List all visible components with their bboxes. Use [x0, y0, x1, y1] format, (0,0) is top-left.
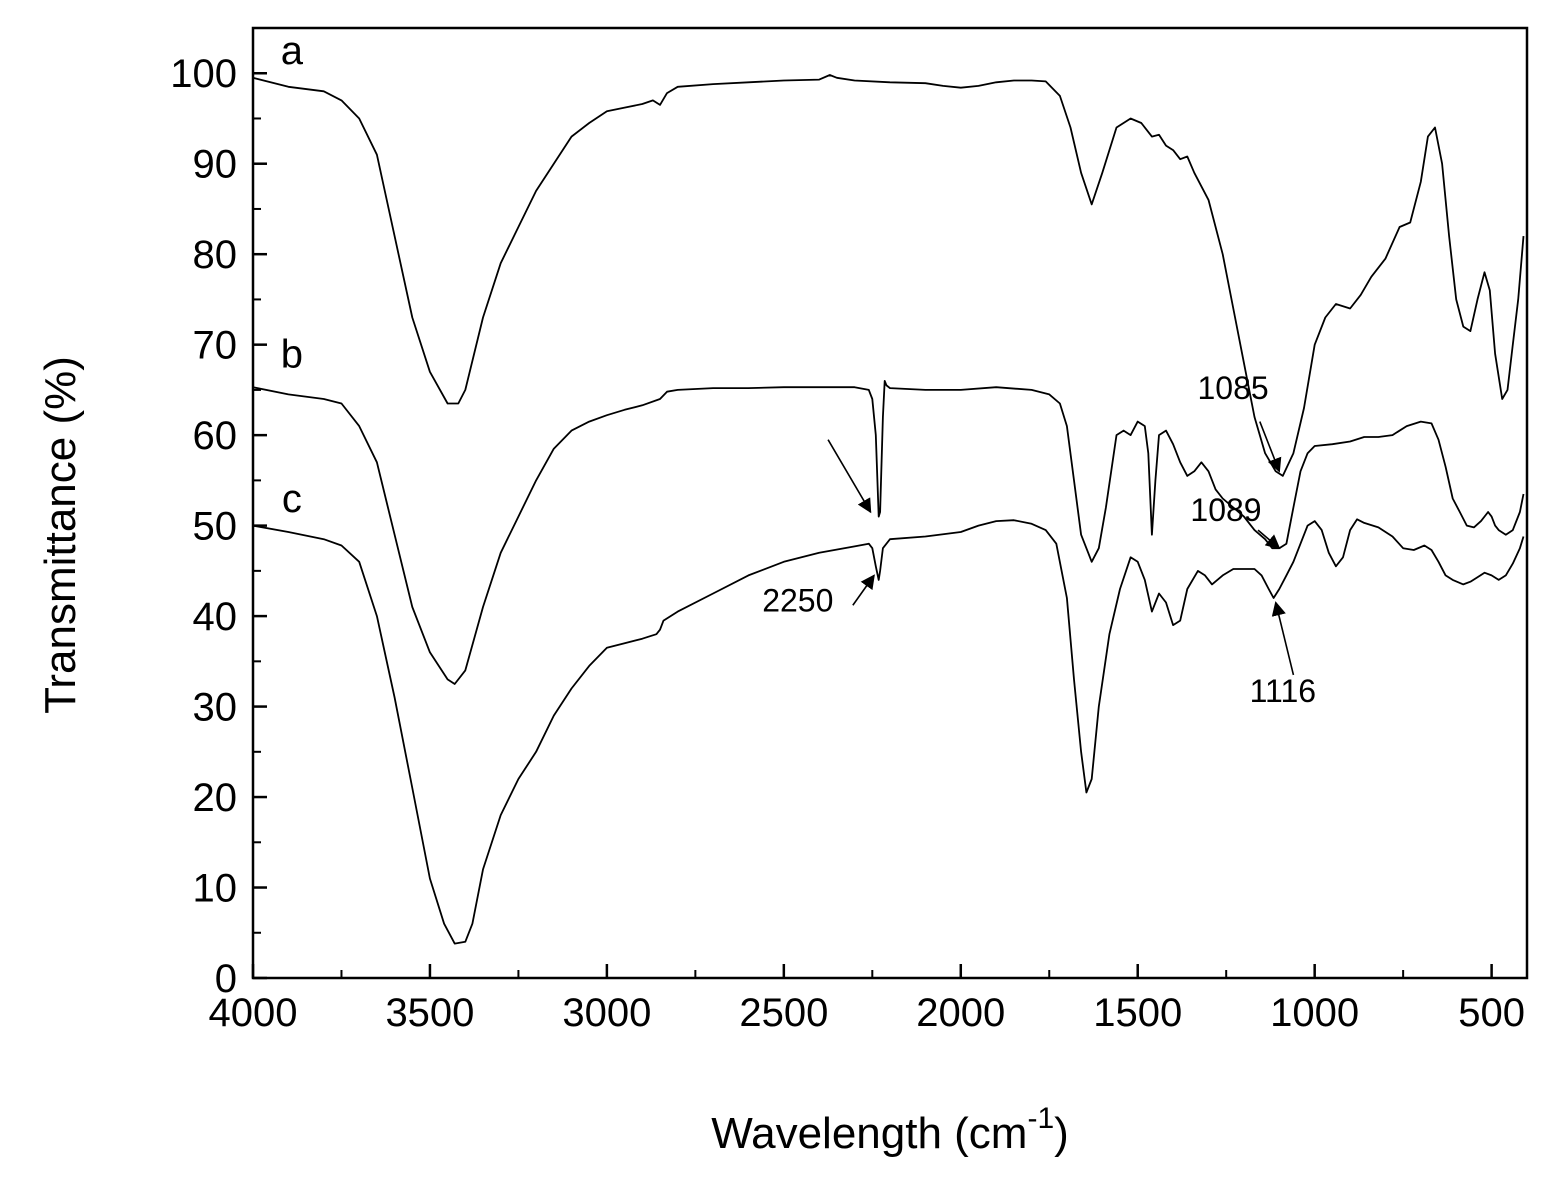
y-tick-label: 30: [193, 686, 238, 730]
x-tick-label: 1000: [1270, 991, 1359, 1035]
plot-frame: [251, 26, 1529, 980]
y-tick-label: 90: [193, 143, 238, 187]
y-tick-label: 20: [193, 776, 238, 820]
x-axis-label-end: ): [1054, 1109, 1069, 1158]
series-label-b: b: [281, 332, 303, 376]
plot-area: a b c 1085 1089 1116 2250: [252, 29, 1525, 945]
annotation-label-1085: 1085: [1197, 370, 1268, 406]
y-tick-label: 0: [215, 957, 237, 1001]
annotation-arrow: [1257, 529, 1281, 550]
y-tick-label: 70: [193, 324, 238, 368]
annotation-label-1116: 1116: [1250, 673, 1316, 709]
series-line-a: [252, 74, 1525, 477]
x-axis-label: Wavelength (cm-1): [711, 1102, 1069, 1158]
x-axis-label-main: Wavelength (cm: [711, 1109, 1027, 1158]
axes: 4000 3500 3000 2500 2000 1500 1000 500 0 10 20 30 40…: [170, 26, 1529, 1035]
annotation-arrow: [1259, 421, 1282, 473]
x-tick-label: 4000: [209, 991, 298, 1035]
annotation-label-1089: 1089: [1190, 492, 1261, 528]
annotation-arrow: [852, 574, 875, 606]
labels: Transmittance (%) Wavelength (cm-1): [36, 356, 1069, 1158]
series-line-b: [252, 380, 1525, 685]
x-tick-label: 2500: [739, 991, 828, 1035]
annotation-arrow: [827, 439, 872, 514]
y-axis-label: Transmittance (%): [36, 356, 85, 714]
x-tick-label: 2000: [916, 991, 1005, 1035]
y-tick-label: 60: [193, 414, 238, 458]
series-line-c: [252, 518, 1525, 945]
y-tick-label: 40: [193, 595, 238, 639]
x-tick-label: 3500: [385, 991, 474, 1035]
series-label-c: c: [282, 477, 302, 521]
y-tick-label: 100: [170, 52, 237, 96]
x-tick-label: 500: [1458, 991, 1525, 1035]
x-tick-label: 1500: [1093, 991, 1182, 1035]
x-tick-label: 3000: [562, 991, 651, 1035]
annotation-label-2250: 2250: [762, 583, 833, 619]
x-axis-label-superscript: -1: [1027, 1102, 1054, 1135]
y-tick-label: 10: [193, 867, 238, 911]
y-tick-label: 50: [193, 505, 238, 549]
y-tick-label: 80: [193, 233, 238, 277]
annotation-arrow: [1271, 601, 1295, 676]
series-label-a: a: [281, 29, 304, 73]
